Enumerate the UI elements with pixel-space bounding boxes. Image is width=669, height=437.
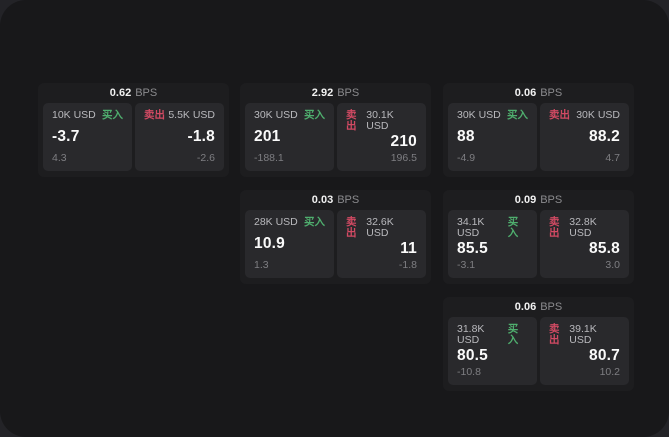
bps-value: 0.03 [311,193,334,206]
sell-delta: -1.8 [398,258,417,271]
buy-label: 买入 [304,216,325,228]
buy-label: 买入 [304,109,325,121]
sell-label: 卖出 [144,109,165,121]
buy-delta: -10.8 [457,365,481,378]
buy-amount: 10K USD [52,109,96,121]
buy-price: 80.5 [457,347,488,364]
buy-sell-panels: 34.1K USD 买入 85.5 -3.1 卖出 32.8K USD 85.8… [443,210,634,278]
sell-price: 88.2 [589,127,620,145]
buy-sell-panels: 10K USD 买入 -3.7 4.3 卖出 5.5K USD -1.8 -2.… [38,103,229,171]
buy-delta: 1.3 [254,258,269,271]
card-header: 0.06 BPS [443,297,634,317]
buy-price: 10.9 [254,234,285,252]
sell-tile[interactable]: 卖出 30K USD 88.2 4.7 [540,103,629,171]
sell-label: 卖出 [549,216,560,239]
sell-amount: 30.1K USD [366,109,394,132]
bps-unit-label: BPS [540,300,563,313]
bps-unit-label: BPS [337,86,360,99]
buy-delta: 4.3 [52,151,67,164]
card-header: 0.09 BPS [443,190,634,210]
buy-delta: -3.1 [457,258,476,271]
buy-tile[interactable]: 30K USD 买入 201 -188.1 [245,103,334,171]
buy-sell-panels: 30K USD 买入 88 -4.9 卖出 30K USD 88.2 4.7 [443,103,634,171]
sell-delta: 3.0 [605,258,620,271]
buy-label: 买入 [507,323,519,346]
sell-amount: 39.1K USD [569,323,597,346]
bps-value: 0.06 [514,86,537,99]
buy-amount: 34.1K USD [457,216,485,239]
sell-delta: 10.2 [599,365,620,378]
buy-tile[interactable]: 31.8K USD 买入 80.5 -10.8 [448,317,537,385]
buy-tile[interactable]: 30K USD 买入 88 -4.9 [448,103,537,171]
buy-label: 买入 [507,109,528,121]
bps-value: 0.09 [514,193,537,206]
bps-unit-label: BPS [540,86,563,99]
bps-unit-label: BPS [337,193,360,206]
sell-tile[interactable]: 卖出 32.8K USD 85.8 3.0 [540,210,629,278]
sell-label: 卖出 [549,109,570,121]
sell-price: 11 [400,240,417,257]
sell-delta: 196.5 [390,151,417,164]
sell-delta: -2.6 [196,151,215,164]
sell-delta: 4.7 [605,151,620,164]
buy-label: 买入 [102,109,123,121]
price-card: 0.62 BPS 10K USD 买入 -3.7 4.3 卖出 5.5K USD [38,83,229,177]
sell-amount: 30K USD [576,109,620,121]
sell-label: 卖出 [346,109,357,132]
bps-unit-label: BPS [135,86,158,99]
sell-price: 210 [390,133,417,150]
buy-amount: 30K USD [457,109,501,121]
sell-tile[interactable]: 卖出 5.5K USD -1.8 -2.6 [135,103,224,171]
sell-label: 卖出 [346,216,357,239]
buy-price: 88 [457,127,475,145]
sell-amount: 5.5K USD [168,109,215,121]
buy-sell-panels: 30K USD 买入 201 -188.1 卖出 30.1K USD 210 1… [240,103,431,171]
buy-amount: 30K USD [254,109,298,121]
card-header: 0.06 BPS [443,83,634,103]
price-card: 2.92 BPS 30K USD 买入 201 -188.1 卖出 30.1K … [240,83,431,177]
price-card: 0.06 BPS 31.8K USD 买入 80.5 -10.8 卖出 39.1… [443,297,634,391]
buy-delta: -4.9 [457,151,476,164]
sell-tile[interactable]: 卖出 39.1K USD 80.7 10.2 [540,317,629,385]
sell-label: 卖出 [549,323,560,346]
sell-price: 85.8 [589,240,620,257]
buy-amount: 31.8K USD [457,323,485,346]
buy-label: 买入 [507,216,519,239]
price-card: 0.06 BPS 30K USD 买入 88 -4.9 卖出 30K USD [443,83,634,177]
buy-sell-panels: 31.8K USD 买入 80.5 -10.8 卖出 39.1K USD 80.… [443,317,634,385]
buy-price: 201 [254,127,281,145]
bps-value: 0.06 [514,300,537,313]
card-header: 0.03 BPS [240,190,431,210]
price-card: 0.09 BPS 34.1K USD 买入 85.5 -3.1 卖出 32.8K… [443,190,634,284]
sell-amount: 32.8K USD [569,216,597,239]
buy-amount: 28K USD [254,216,298,228]
card-header: 0.62 BPS [38,83,229,103]
sell-tile[interactable]: 卖出 32.6K USD 11 -1.8 [337,210,426,278]
bps-value: 0.62 [109,86,132,99]
buy-tile[interactable]: 34.1K USD 买入 85.5 -3.1 [448,210,537,278]
bps-value: 2.92 [311,86,334,99]
price-card: 0.03 BPS 28K USD 买入 10.9 1.3 卖出 32.6K US… [240,190,431,284]
sell-price: 80.7 [589,347,620,364]
buy-price: 85.5 [457,240,488,257]
sell-amount: 32.6K USD [366,216,394,239]
buy-tile[interactable]: 10K USD 买入 -3.7 4.3 [43,103,132,171]
card-header: 2.92 BPS [240,83,431,103]
buy-sell-panels: 28K USD 买入 10.9 1.3 卖出 32.6K USD 11 -1.8 [240,210,431,278]
bps-unit-label: BPS [540,193,563,206]
buy-tile[interactable]: 28K USD 买入 10.9 1.3 [245,210,334,278]
buy-delta: -188.1 [254,151,284,164]
sell-price: -1.8 [187,127,215,145]
buy-price: -3.7 [52,127,80,145]
sell-tile[interactable]: 卖出 30.1K USD 210 196.5 [337,103,426,171]
